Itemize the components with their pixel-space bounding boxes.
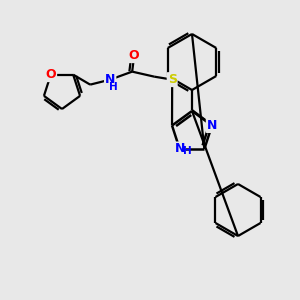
Text: N: N	[175, 142, 185, 155]
Text: O: O	[129, 49, 140, 62]
Text: N: N	[105, 73, 116, 86]
Text: N: N	[207, 119, 217, 132]
Text: H: H	[183, 146, 192, 156]
Text: H: H	[109, 82, 118, 92]
Text: S: S	[168, 73, 177, 86]
Text: O: O	[46, 68, 56, 81]
